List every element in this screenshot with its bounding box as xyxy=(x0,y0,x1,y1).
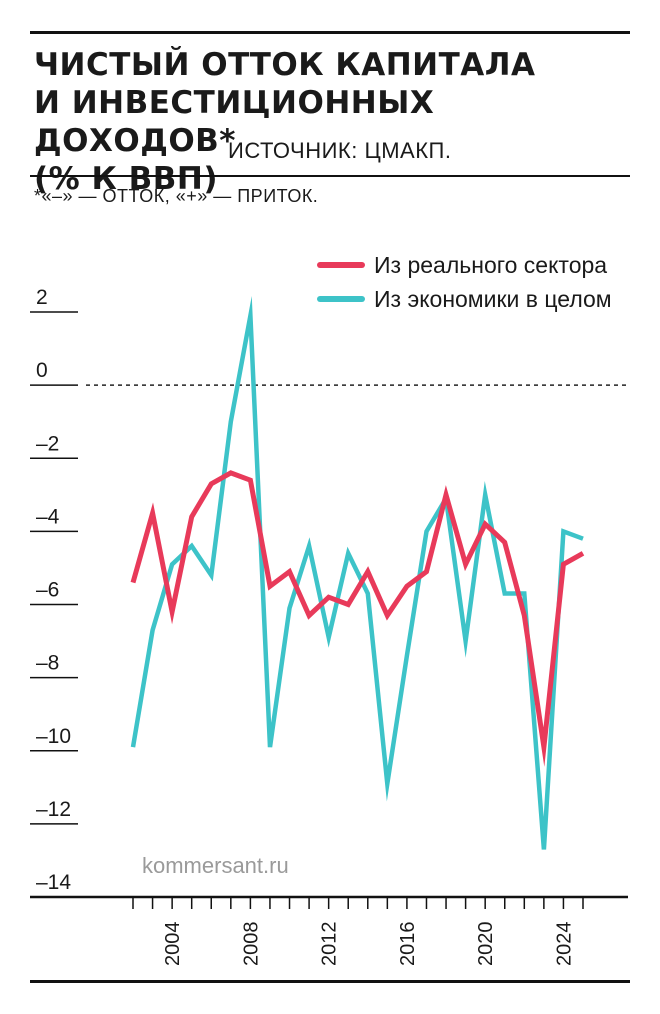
title-line-1: ЧИСТЫЙ ОТТОК КАПИТАЛА xyxy=(34,47,536,83)
legend: Из реального сектора Из экономики в целом xyxy=(317,252,612,312)
y-axis: 2 0 –2 –4 –6 –8 –10 –12 –14 xyxy=(30,286,78,894)
x-tick-label: 2012 xyxy=(319,922,341,967)
top-rule xyxy=(30,31,630,34)
legend-label: Из реального сектора xyxy=(374,252,607,278)
y-tick-label: –2 xyxy=(36,432,59,455)
bottom-rule xyxy=(30,980,630,983)
series-line-real-sector xyxy=(130,470,585,767)
legend-label: Из экономики в целом xyxy=(374,286,612,312)
y-tick-label: –14 xyxy=(36,871,71,894)
y-tick-label: –12 xyxy=(36,798,71,821)
y-tick-label: –6 xyxy=(36,579,59,602)
x-tick-label: 2004 xyxy=(162,922,184,967)
x-tick-label: 2020 xyxy=(475,922,497,967)
credit-label: kommersant.ru xyxy=(142,853,289,878)
x-axis: 2004 2008 2012 2016 2020 2024 xyxy=(132,897,584,967)
x-tick-label: 2016 xyxy=(397,922,419,967)
title-line-3: (% К ВВП) xyxy=(34,161,219,197)
source-label: ИСТОЧНИК: ЦМАКП. xyxy=(228,138,452,163)
y-tick-label: –4 xyxy=(36,505,60,528)
footnote: *«–» — ОТТОК, «+» — ПРИТОК. xyxy=(34,186,319,206)
x-tick-label: 2008 xyxy=(240,922,262,967)
y-tick-label: –10 xyxy=(36,725,71,748)
title-line-2: И ИНВЕСТИЦИОННЫХ ДОХОДОВ* xyxy=(34,85,435,159)
y-tick-label: 2 xyxy=(36,286,48,309)
chart-title: ЧИСТЫЙ ОТТОК КАПИТАЛА И ИНВЕСТИЦИОННЫХ Д… xyxy=(34,46,634,198)
x-tick-label: 2024 xyxy=(553,922,575,967)
y-tick-label: –8 xyxy=(36,652,59,675)
header-divider xyxy=(30,175,630,177)
series-layer xyxy=(130,295,585,850)
series-line-economy xyxy=(130,295,584,850)
y-tick-label: 0 xyxy=(36,359,48,382)
